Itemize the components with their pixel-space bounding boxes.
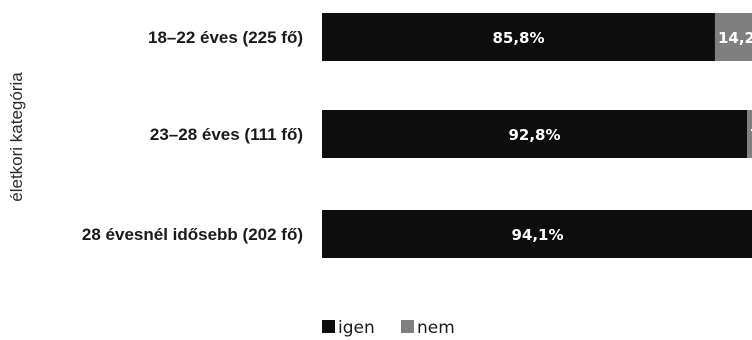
bar-nem — [714, 13, 752, 61]
data-label: 7,2% — [750, 126, 752, 144]
legend-label: igen — [338, 318, 375, 338]
legend-label: nem — [417, 318, 455, 338]
bar-igen — [322, 110, 748, 158]
legend-item-nem: nem — [401, 318, 455, 338]
category-label: 28 évesnél idősebb (202 fő) — [82, 225, 303, 244]
category-label: 23–28 éves (111 fő) — [150, 125, 303, 144]
legend: igen nem — [322, 318, 455, 338]
data-label: 94,1% — [511, 226, 563, 244]
bar-igen — [322, 13, 715, 61]
bar-igen — [322, 210, 752, 258]
legend-swatch — [322, 320, 335, 333]
legend-swatch — [401, 320, 414, 333]
y-axis-label: életkori kategória — [7, 72, 26, 202]
bar-nem — [747, 110, 752, 158]
legend-item-igen: igen — [322, 318, 375, 338]
data-label: 92,8% — [508, 126, 560, 144]
category-label: 18–22 éves (225 fő) — [148, 28, 303, 47]
data-label: 85,8% — [492, 29, 544, 47]
data-label: 14,2% — [718, 29, 752, 47]
